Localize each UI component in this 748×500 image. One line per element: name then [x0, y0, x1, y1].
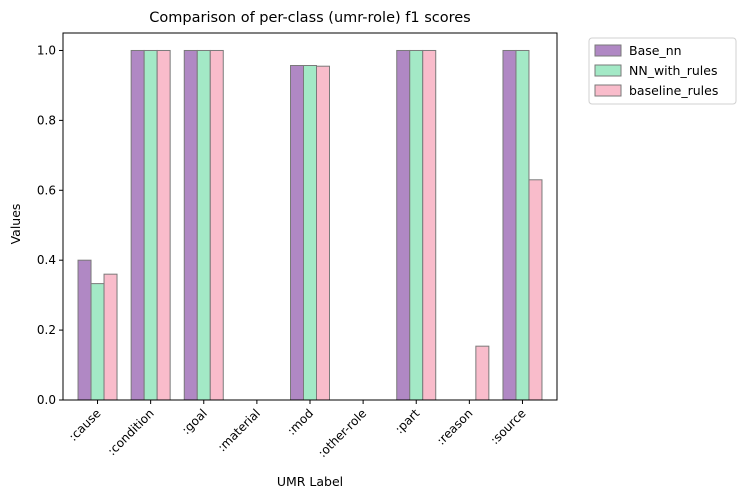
plot-area: [62, 32, 558, 401]
y-tick-label: 0.4: [37, 253, 56, 267]
y-axis: 0.0 0.2 0.4 0.6 0.8 1.0: [37, 43, 63, 407]
bar-baseline-rules-condition: [156, 49, 171, 401]
x-axis: :cause:condition :goal:material :mod:other…: [66, 400, 529, 460]
bar-baseline-rules-reason: [475, 345, 490, 401]
bar-base-nn-source: [502, 49, 517, 401]
y-axis-label: Values: [8, 204, 23, 245]
x-tick-label: :mod: [285, 406, 317, 438]
legend-swatch-baseline-rules: [594, 84, 622, 97]
legend-label-baseline-rules: baseline_rules: [629, 83, 718, 98]
x-tick-label: :reason: [434, 406, 475, 447]
legend-swatch-base-nn: [594, 44, 622, 57]
legend-label-nn-with-rules: NN_with_rules: [629, 63, 717, 78]
x-tick-label: :source: [488, 406, 529, 447]
bar-baseline-rules-part: [422, 49, 437, 401]
bar-nn-with-rules-condition: [143, 49, 158, 401]
bar-base-nn-mod: [290, 65, 304, 401]
bar-nn-with-rules-cause: [90, 283, 105, 401]
y-tick-label: 0.6: [37, 183, 56, 197]
bar-nn-with-rules-part: [409, 49, 424, 401]
legend-box: [588, 37, 737, 105]
y-tick-label: 0.8: [37, 113, 56, 127]
chart-title: Comparison of per-class (umr-role) f1 sc…: [149, 10, 470, 26]
bar-base-nn-goal: [183, 49, 198, 401]
x-tick-label: :other-role: [315, 406, 369, 460]
bar-base-nn-cause: [77, 259, 92, 401]
bar-nn-with-rules-mod: [303, 65, 317, 401]
bar-nn-with-rules-goal: [196, 49, 211, 401]
x-tick-label: :material: [215, 406, 263, 454]
bar-nn-with-rules-source: [515, 49, 530, 401]
bar-base-nn-condition: [130, 49, 145, 401]
y-tick-label: 1.0: [37, 43, 56, 57]
x-tick-label: :part: [392, 406, 422, 436]
y-tick-label: 0.0: [37, 393, 56, 407]
x-axis-label: UMR Label: [277, 474, 343, 489]
legend: Base_nn NN_with_rules baseline_rules: [588, 37, 737, 105]
bar-baseline-rules-mod: [316, 65, 330, 401]
bar-baseline-rules-source: [528, 179, 543, 401]
x-tick-label: :condition: [105, 406, 157, 458]
bar-baseline-rules-goal: [209, 49, 224, 401]
bar-baseline-rules-cause: [103, 273, 118, 401]
legend-swatch-nn-with-rules: [594, 64, 622, 77]
y-tick-label: 0.2: [37, 323, 56, 337]
x-tick-label: :cause: [66, 406, 104, 444]
bar-base-nn-part: [396, 49, 411, 401]
x-tick-label: :goal: [179, 406, 210, 437]
legend-label-base-nn: Base_nn: [629, 43, 682, 58]
